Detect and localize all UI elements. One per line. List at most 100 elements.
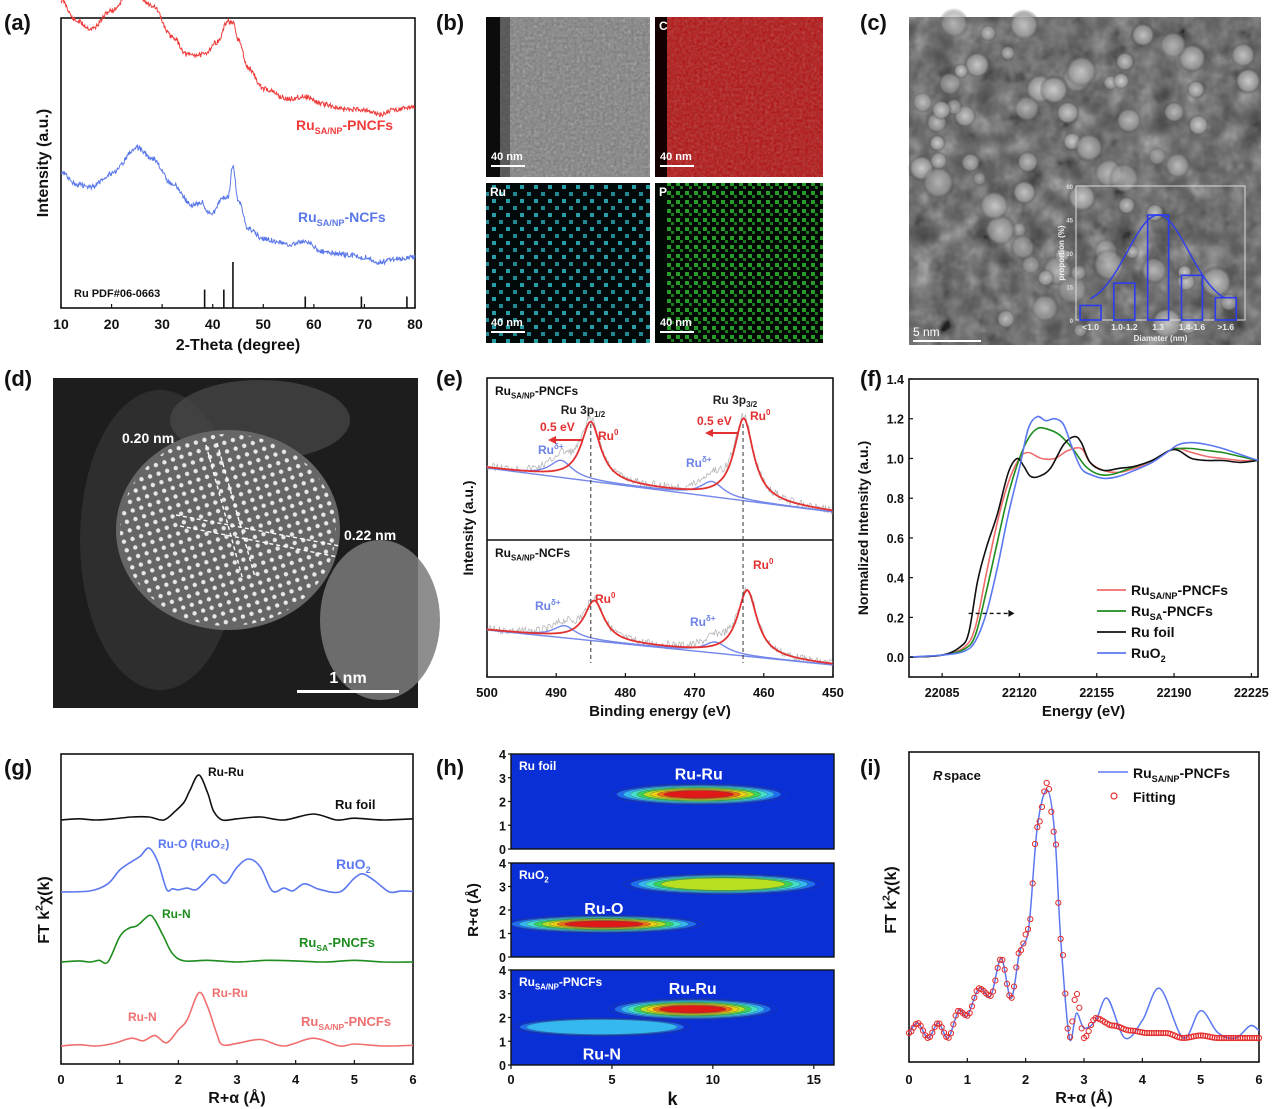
maximum-label: Ru-N (583, 1047, 621, 1064)
panel-labels: (a) (b) (c) (d) (e) (f) (g) (h) (i) (4, 10, 887, 780)
panel-label-a: (a) (4, 10, 31, 35)
element-label-ru: Ru (490, 185, 506, 199)
fit-marker (989, 988, 997, 995)
raw-spectrum (486, 412, 833, 515)
x-tick-label: 20 (104, 316, 120, 332)
nanoparticle (921, 165, 956, 200)
panel-d-atomic-image: 0.20 nm 0.22 nm 1 nm (53, 378, 440, 708)
panel-label-f: (f) (860, 366, 882, 391)
nanoparticle (1230, 41, 1257, 68)
y-axis-label: Normalized Intensity (a.u.) (855, 441, 871, 615)
x-axis-label: k (667, 1089, 678, 1109)
histogram-bar (1079, 304, 1102, 321)
x-tick-label: 22120 (1002, 686, 1037, 700)
ft-line-1 (60, 847, 414, 894)
nanoparticle (1234, 67, 1262, 95)
x-tick-label: 10 (53, 316, 69, 332)
fit-marker (1225, 1034, 1232, 1042)
peak-label: Ru0 (595, 591, 616, 606)
fit-marker (1244, 1034, 1251, 1042)
fit-marker (933, 1020, 941, 1027)
nanoparticle (972, 171, 987, 186)
wavelet-map (511, 754, 834, 849)
inset-category-label: >1.6 (1217, 322, 1234, 332)
y-tick-label: 3 (499, 881, 506, 895)
fit-marker (1234, 1034, 1242, 1042)
fit-marker (950, 1021, 957, 1028)
wavelet-subpanel-title: RuSA/NP-PNCFs (519, 975, 603, 992)
fit-marker (945, 1034, 952, 1041)
nanoparticle (1176, 264, 1193, 280)
fit-marker (1008, 994, 1015, 1001)
fit-marker (1176, 1034, 1183, 1041)
nanoparticle (999, 45, 1016, 61)
peak-label: Ru-Ru (208, 765, 244, 779)
panel-label-b: (b) (436, 10, 464, 35)
fit-marker (1218, 1034, 1225, 1042)
fit-marker (1192, 1032, 1200, 1040)
fit-marker (1253, 1034, 1260, 1042)
panel-label-i: (i) (860, 755, 881, 780)
nanoparticle (1074, 132, 1104, 163)
fit-marker (1069, 1018, 1076, 1025)
x-tick-label: 1 (964, 1072, 971, 1087)
series-label-ncfs: RuSA/NP-NCFs (298, 209, 386, 228)
fit-marker (1255, 1034, 1263, 1042)
fit-marker (1248, 1034, 1256, 1042)
size-distribution-inset: <1.0 1.0-1.2 1.3 1.4-1.6 >1.6 0 15 30 45 60 Diamet… (1057, 185, 1246, 343)
scale-bar (660, 331, 694, 333)
x-tick-label: 15 (807, 1072, 821, 1087)
x-axis-label: R+α (Å) (1055, 1088, 1112, 1107)
plot-frame (60, 17, 416, 309)
panel-e-xps-chart: RuSA/NP-PNCFs Ru0 Ruδ+ Ru0 Ruδ+ RuSA/NP-NCFs R… (460, 377, 844, 720)
y-tick-label: 3 (499, 988, 506, 1002)
y-tick-label: 1.2 (887, 413, 904, 427)
fit-marker (994, 964, 1001, 972)
fit-marker (1029, 880, 1036, 887)
carbon-map-tile (655, 17, 823, 177)
fit-marker (1003, 980, 1011, 988)
contour-level (564, 920, 644, 928)
peak-label: Ru0 (750, 408, 771, 423)
fit-marker (1251, 1034, 1258, 1042)
y-tick-label: 1 (499, 928, 506, 942)
shift-arrow-head-icon (548, 436, 556, 444)
gaussian-fit-curve (1090, 214, 1225, 300)
y-axis-label: FT k2χ(k) (35, 876, 53, 943)
panel-b-eds-mapping: 40 nm C 40 nm Ru 40 nm P 40 nm (486, 17, 823, 343)
y-tick-label: 2 (499, 1012, 506, 1026)
xrd-line-1 (60, 143, 416, 266)
x-tick-label: 0 (905, 1072, 912, 1087)
nanoparticle (929, 151, 948, 171)
fit-marker (1239, 1034, 1246, 1042)
background-line (486, 467, 833, 513)
series-label-pncfs: RuSA/NP-PNCFs (296, 117, 393, 136)
xanes-line-2 (909, 435, 1258, 658)
inset-y-tick-label: 60 (1066, 185, 1073, 191)
nanoparticle (1130, 22, 1156, 48)
nanoparticle (1117, 196, 1136, 215)
fit-marker (1045, 786, 1053, 793)
ft-line-3 (60, 991, 414, 1048)
x-tick-label: 5 (608, 1072, 615, 1087)
contour-level (659, 1005, 727, 1014)
panel-label-g: (g) (4, 755, 32, 780)
fit-marker (1048, 808, 1055, 815)
scale-bar (491, 331, 525, 333)
nanoparticle (1064, 54, 1098, 88)
fit-marker (1157, 1029, 1165, 1037)
y-tick-label: 0 (499, 843, 506, 857)
nanoparticle (1009, 234, 1036, 261)
xanes-line-0 (909, 446, 1258, 658)
x-tick-label: 470 (684, 685, 706, 700)
fit-marker (1150, 1029, 1158, 1037)
panel-a-xrd-chart: RuSA/NP-PNCFs RuSA/NP-NCFs Ru PDF#06-0663 1… (35, 0, 423, 354)
ru-delta-component (486, 624, 833, 666)
fit-marker (919, 1027, 927, 1034)
y-tick-label: 0.6 (887, 532, 904, 546)
panel-f-xanes-chart: 0.0 0.2 0.4 0.6 0.8 1.0 1.2 1.4 22085 22120 22155 2… (855, 373, 1269, 720)
x-tick-label: 70 (357, 316, 373, 332)
legend-label: RuSA/NP-PNCFs (1131, 582, 1228, 601)
ru-delta-component (486, 459, 833, 513)
fit-marker (1066, 1034, 1074, 1041)
